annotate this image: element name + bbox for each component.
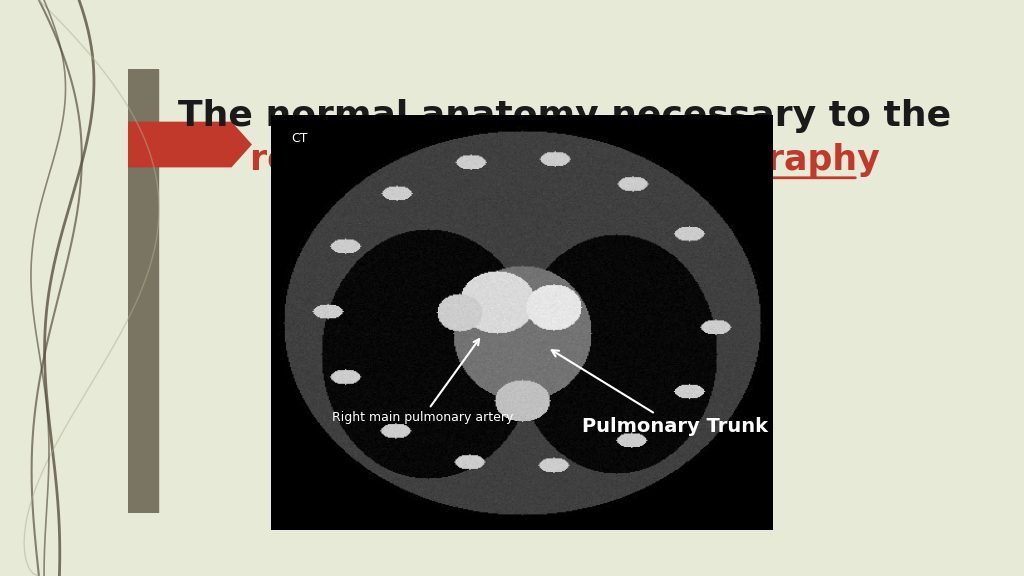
Text: The normal anatomy necessary to the: The normal anatomy necessary to the [178, 98, 951, 132]
Text: Right main pulmonary artery: Right main pulmonary artery [332, 339, 513, 425]
Text: respiratory system angiography: respiratory system angiography [250, 143, 880, 177]
Bar [128, 69, 158, 513]
Polygon shape [128, 122, 251, 166]
Text: CT: CT [292, 132, 308, 145]
Text: Pulmonary Trunk: Pulmonary Trunk [552, 350, 768, 435]
